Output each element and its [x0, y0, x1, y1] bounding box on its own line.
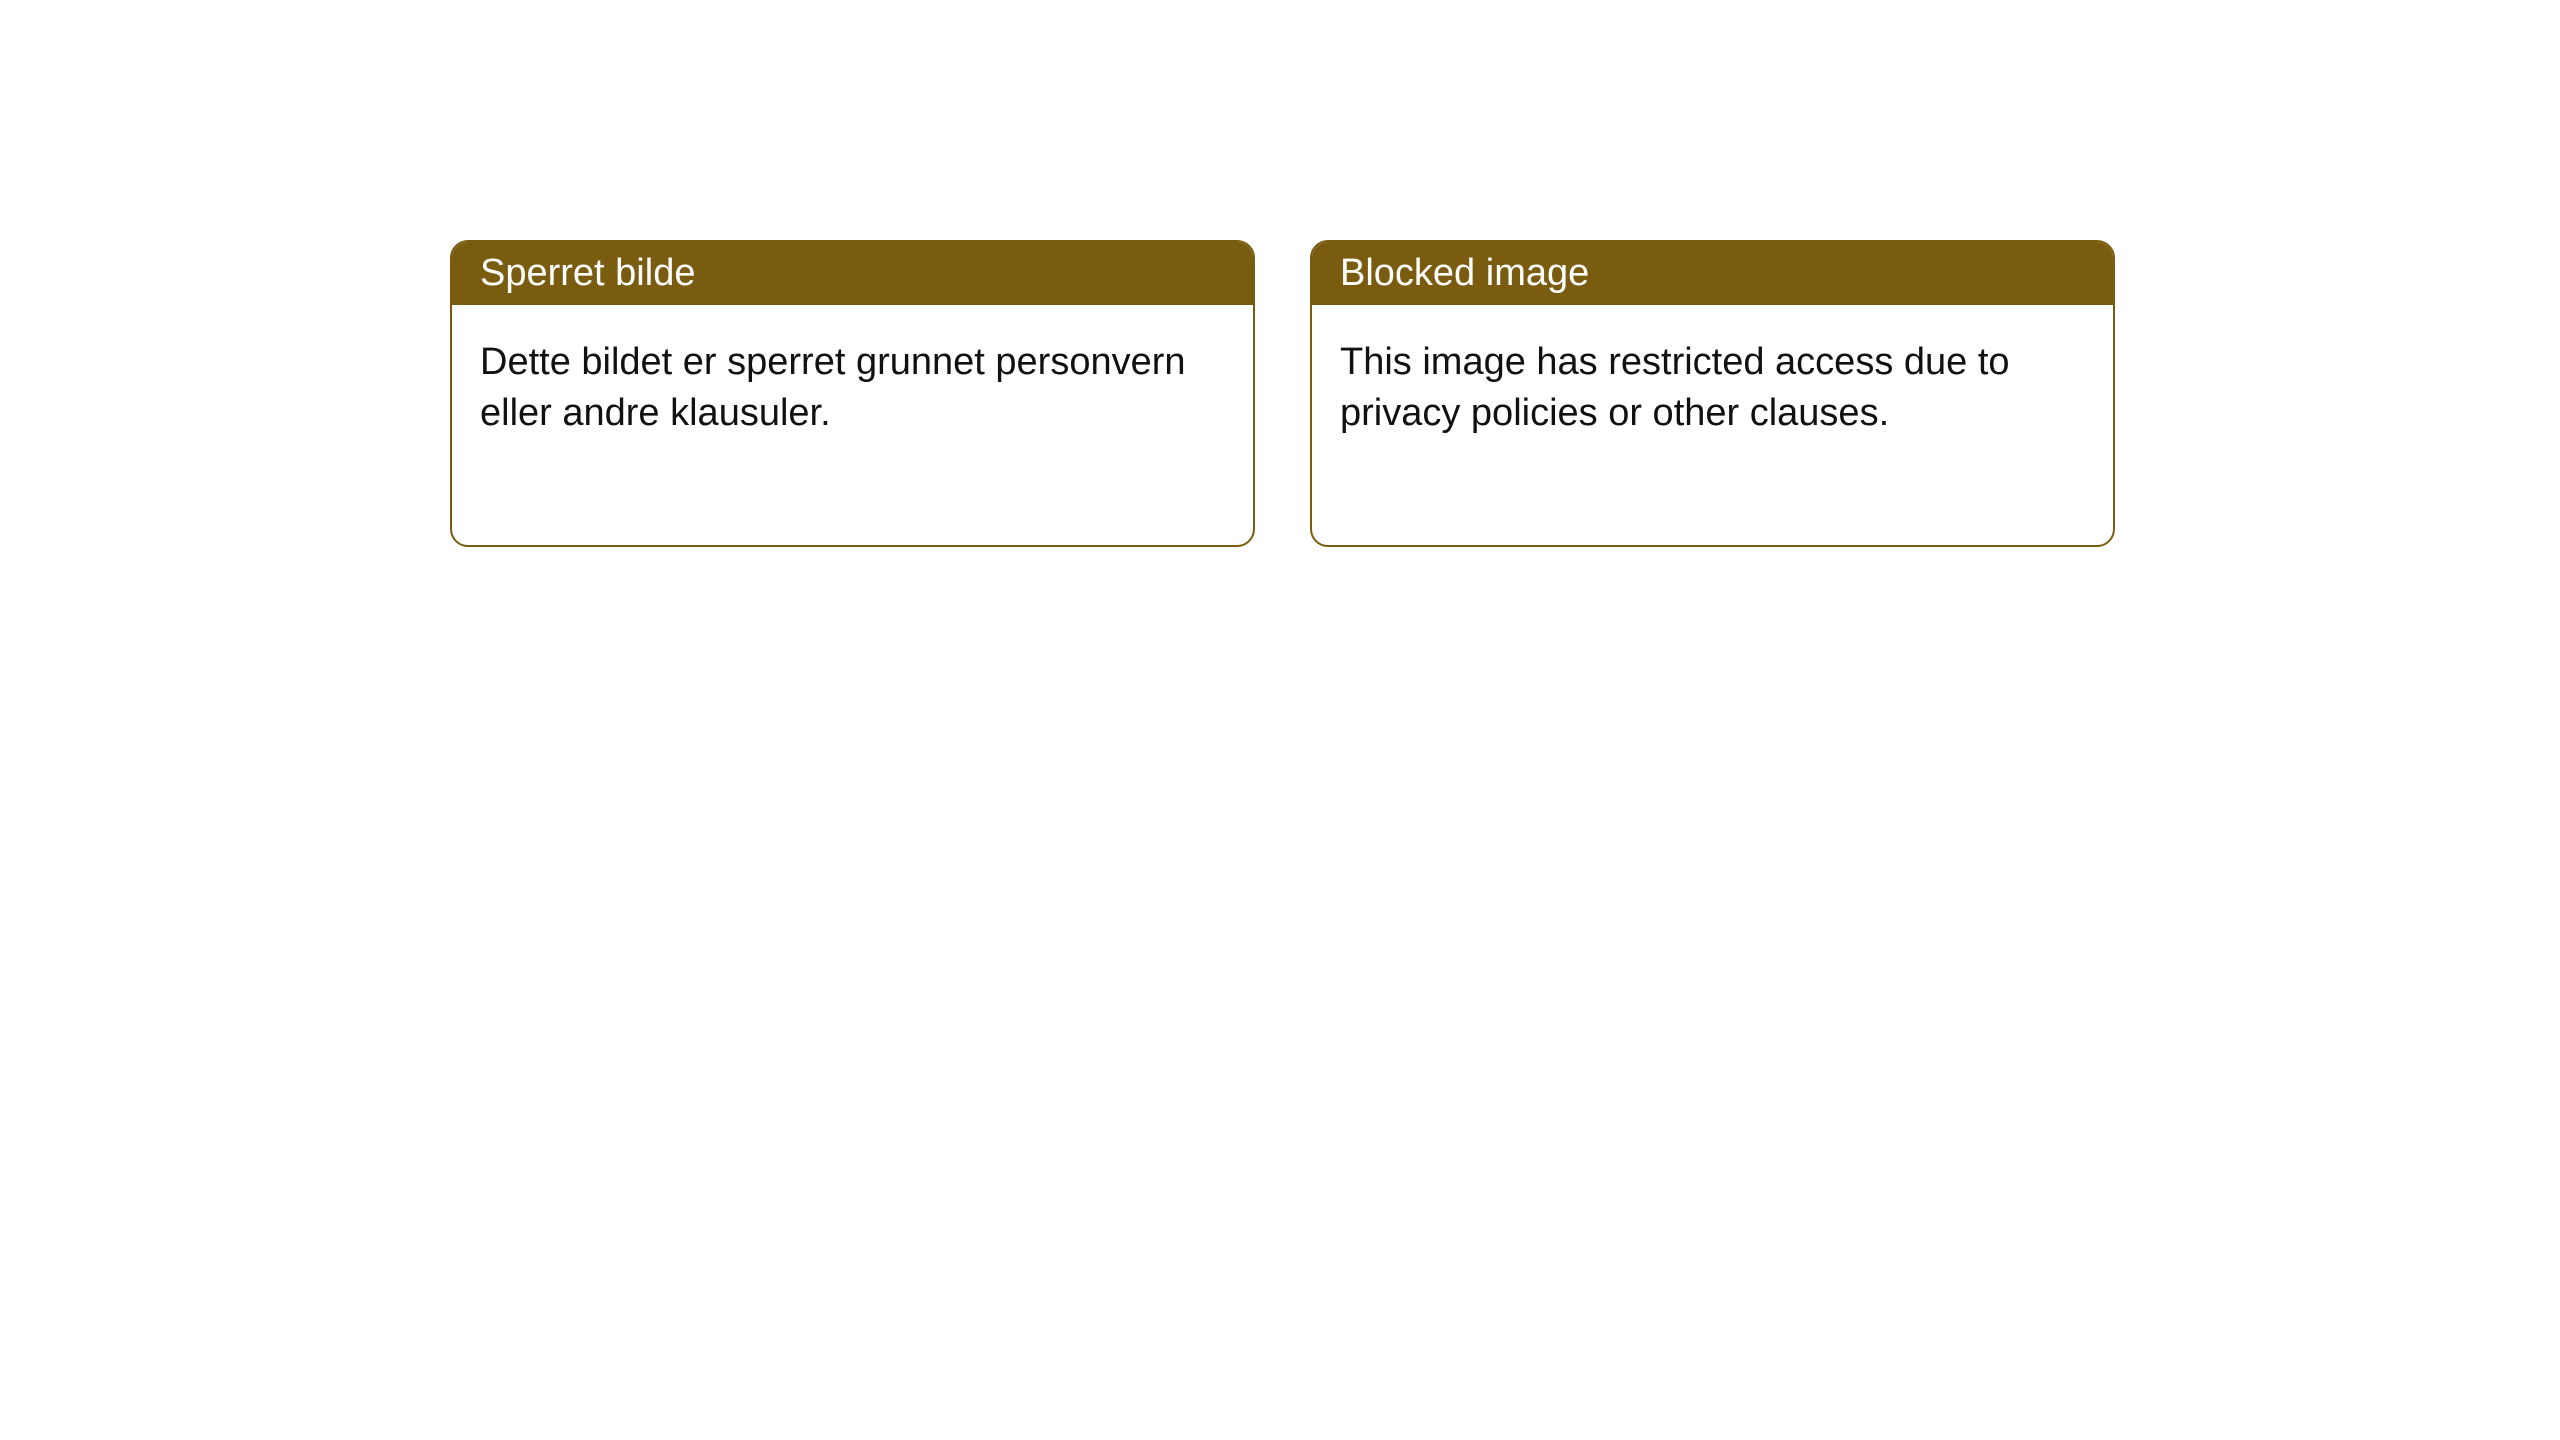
notice-body-english: This image has restricted access due to …: [1312, 305, 2113, 545]
notice-title-norwegian: Sperret bilde: [452, 242, 1253, 305]
notice-card-norwegian: Sperret bilde Dette bildet er sperret gr…: [450, 240, 1255, 547]
notice-body-norwegian: Dette bildet er sperret grunnet personve…: [452, 305, 1253, 545]
notice-title-english: Blocked image: [1312, 242, 2113, 305]
notice-card-english: Blocked image This image has restricted …: [1310, 240, 2115, 547]
notice-container: Sperret bilde Dette bildet er sperret gr…: [0, 0, 2560, 547]
